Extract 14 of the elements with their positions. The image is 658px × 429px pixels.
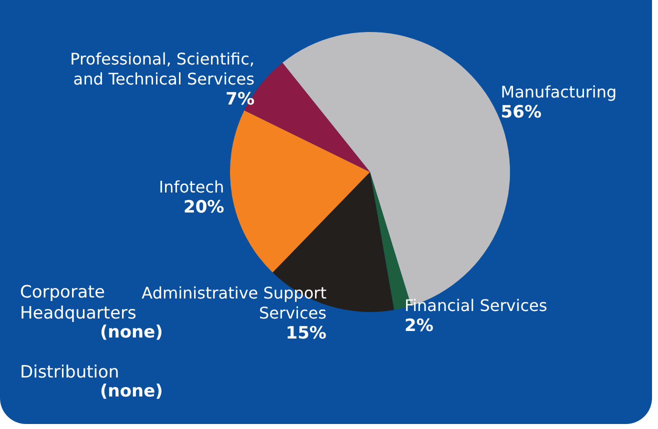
category-label: Distribution bbox=[20, 362, 120, 382]
slice-label: Infotech bbox=[158, 177, 224, 196]
slice-label: Manufacturing bbox=[500, 82, 617, 102]
data-label: 56% bbox=[500, 102, 542, 123]
slice-label: Financial Services bbox=[404, 296, 548, 315]
category-label: Corporate Headquarters bbox=[20, 282, 136, 324]
slice-label: Professional, Scientific, and Technical Services bbox=[70, 49, 254, 88]
text: (none) bbox=[100, 382, 163, 402]
data-label: 7% bbox=[226, 89, 254, 110]
data-label: 15% bbox=[286, 323, 326, 344]
text: (none) bbox=[100, 322, 163, 342]
data-label: 2% bbox=[404, 316, 434, 336]
slice-label: Administrative Support Services bbox=[142, 283, 326, 322]
data-label: 20% bbox=[184, 197, 224, 218]
